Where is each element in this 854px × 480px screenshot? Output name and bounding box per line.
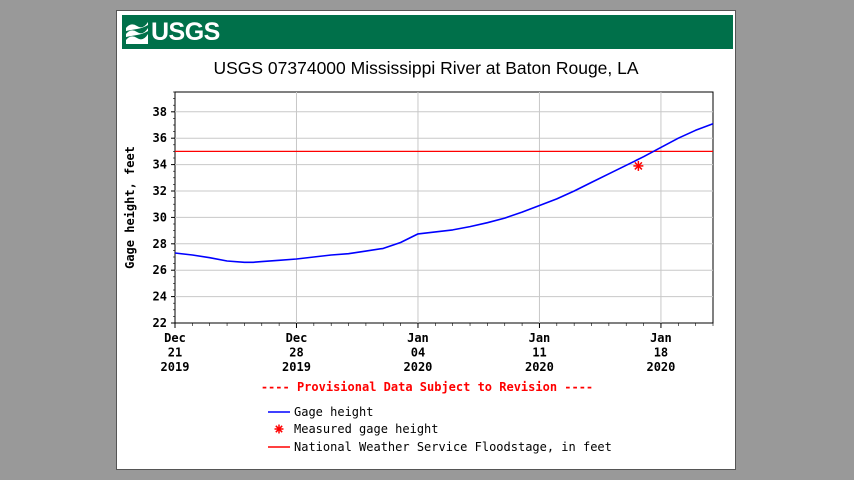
x-tick-label: Jan xyxy=(650,331,672,345)
graph-panel: USGS USGS 07374000 Mississippi River at … xyxy=(116,10,736,470)
x-tick-label: Jan xyxy=(529,331,551,345)
x-tick-label: 28 xyxy=(289,346,303,360)
y-tick-label: 38 xyxy=(153,105,167,119)
chart-svg: 222426283032343638Dec212019Dec282019Jan0… xyxy=(123,91,714,454)
y-axis-label: Gage height, feet xyxy=(123,146,137,269)
plot-frame xyxy=(174,91,714,324)
measured-gage-point xyxy=(633,160,644,171)
banner-background xyxy=(122,15,733,49)
gage-height-series xyxy=(174,122,714,264)
legend-label: Measured gage height xyxy=(294,422,439,436)
provisional-note: ---- Provisional Data Subject to Revisio… xyxy=(261,380,593,394)
x-tick-label: 18 xyxy=(654,346,668,360)
x-tick-label: 2020 xyxy=(404,360,433,374)
x-tick-label: Dec xyxy=(286,331,308,345)
y-tick-label: 28 xyxy=(153,237,167,251)
x-tick-label: Jan xyxy=(407,331,429,345)
chart-title: USGS 07374000 Mississippi River at Baton… xyxy=(213,58,639,78)
usgs-banner xyxy=(122,15,733,49)
x-tick-label: 21 xyxy=(168,346,182,360)
usgs-logo: USGS xyxy=(126,20,220,45)
x-tick-label: 2019 xyxy=(282,360,311,374)
usgs-logo-text: USGS xyxy=(151,18,220,46)
x-tick-label: Dec xyxy=(164,331,186,345)
legend-label: National Weather Service Floodstage, in … xyxy=(294,440,612,454)
x-tick-label: 2020 xyxy=(646,360,675,374)
legend-swatch-star xyxy=(274,424,284,434)
y-tick-label: 26 xyxy=(153,263,167,277)
y-tick-label: 34 xyxy=(153,158,167,172)
x-tick-label: 04 xyxy=(411,346,425,360)
x-tick-label: 2020 xyxy=(525,360,554,374)
usgs-wave-icon xyxy=(126,21,148,44)
legend-label: Gage height xyxy=(294,405,373,419)
y-tick-label: 30 xyxy=(153,210,167,224)
y-tick-label: 24 xyxy=(153,290,167,304)
x-tick-label: 11 xyxy=(532,346,546,360)
y-tick-label: 36 xyxy=(153,131,167,145)
y-tick-label: 32 xyxy=(153,184,167,198)
y-tick-label: 22 xyxy=(153,316,167,330)
x-tick-label: 2019 xyxy=(161,360,190,374)
